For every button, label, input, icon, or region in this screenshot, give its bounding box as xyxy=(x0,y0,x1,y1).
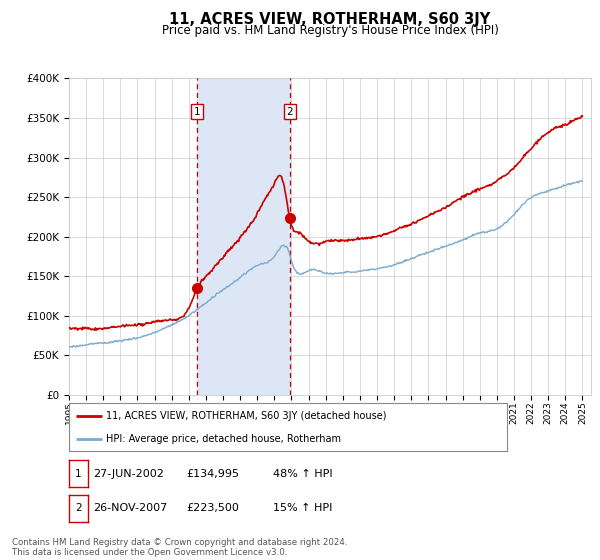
Text: Contains HM Land Registry data © Crown copyright and database right 2024.
This d: Contains HM Land Registry data © Crown c… xyxy=(12,538,347,557)
Text: 1: 1 xyxy=(75,469,82,479)
Text: 11, ACRES VIEW, ROTHERHAM, S60 3JY: 11, ACRES VIEW, ROTHERHAM, S60 3JY xyxy=(169,12,491,27)
Text: Price paid vs. HM Land Registry's House Price Index (HPI): Price paid vs. HM Land Registry's House … xyxy=(161,24,499,37)
Text: 15% ↑ HPI: 15% ↑ HPI xyxy=(273,503,332,514)
Text: £223,500: £223,500 xyxy=(186,503,239,514)
Text: 2: 2 xyxy=(286,106,293,116)
Text: 26-NOV-2007: 26-NOV-2007 xyxy=(93,503,167,514)
Bar xyxy=(197,78,290,395)
Text: 11, ACRES VIEW, ROTHERHAM, S60 3JY (detached house): 11, ACRES VIEW, ROTHERHAM, S60 3JY (deta… xyxy=(106,411,387,421)
Text: 27-JUN-2002: 27-JUN-2002 xyxy=(93,469,164,479)
Text: £134,995: £134,995 xyxy=(186,469,239,479)
Text: 1: 1 xyxy=(194,106,200,116)
Text: 48% ↑ HPI: 48% ↑ HPI xyxy=(273,469,332,479)
Text: HPI: Average price, detached house, Rotherham: HPI: Average price, detached house, Roth… xyxy=(106,434,341,444)
Text: 2: 2 xyxy=(75,503,82,514)
